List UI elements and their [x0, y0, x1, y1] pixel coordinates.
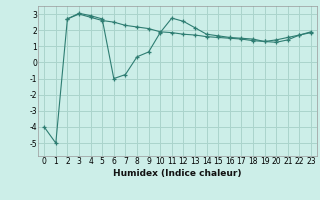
X-axis label: Humidex (Indice chaleur): Humidex (Indice chaleur)	[113, 169, 242, 178]
